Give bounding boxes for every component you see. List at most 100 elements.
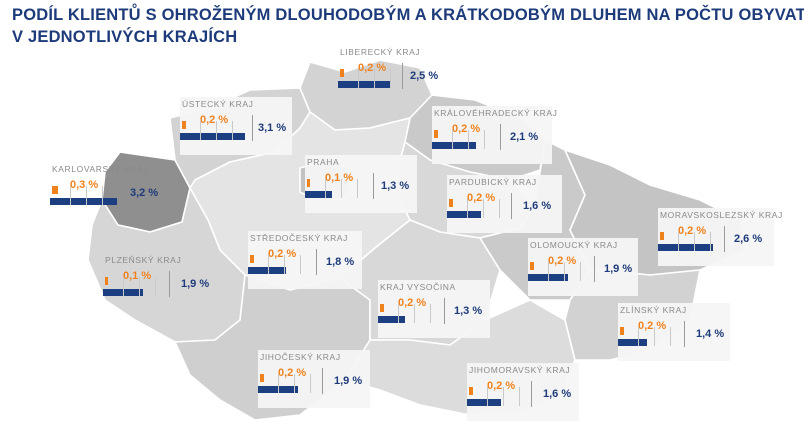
region-name: STŘEDOČESKÝ KRAJ xyxy=(250,233,348,243)
short-term-bar xyxy=(250,255,254,263)
axis-tick xyxy=(483,199,484,218)
short-term-value: 0,2 % xyxy=(678,225,707,237)
value-separator xyxy=(444,298,445,324)
long-term-bar xyxy=(447,211,481,218)
axis-tick xyxy=(398,304,399,323)
value-separator xyxy=(402,63,403,89)
axis-tick xyxy=(390,69,391,88)
axis-tick xyxy=(123,277,124,296)
short-term-bar xyxy=(52,186,58,194)
axis-tick xyxy=(341,179,342,198)
axis-tick xyxy=(232,121,233,140)
short-term-bar xyxy=(530,262,534,270)
long-term-bar xyxy=(248,267,286,274)
axis-tick xyxy=(268,255,269,274)
region-name: PRAHA xyxy=(307,157,340,167)
short-term-bar xyxy=(660,232,664,240)
axis-tick xyxy=(200,121,201,140)
axis-tick xyxy=(694,232,695,251)
long-term-bar xyxy=(658,244,713,251)
value-separator xyxy=(373,173,374,199)
region-name: OLOMOUCKÝ KRAJ xyxy=(530,240,618,250)
axis-tick xyxy=(548,262,549,281)
region-kralovehradecky: KRÁLOVÉHRADECKÝ KRAJ 0,2 % 2,1 % xyxy=(432,106,557,164)
value-separator xyxy=(684,321,685,347)
axis-tick xyxy=(358,69,359,88)
short-term-bar xyxy=(340,69,344,77)
long-term-bar xyxy=(305,191,332,198)
axis-tick xyxy=(467,199,468,218)
short-term-value: 0,2 % xyxy=(268,248,297,260)
region-name: KARLOVARSKÝ KRAJ xyxy=(52,164,149,174)
axis-tick xyxy=(487,387,488,406)
region-moravskoslezsky: MORAVSKOSLEZSKÝ KRAJ 0,2 % 2,6 % xyxy=(658,208,782,266)
short-term-bar xyxy=(260,374,264,382)
region-karlovarsky: KARLOVARSKÝ KRAJ 0,3 % 3,2 % xyxy=(50,162,165,220)
long-term-value: 1,6 % xyxy=(543,388,572,400)
region-jihomoravsky: JIHOMORAVSKÝ KRAJ 0,2 % 1,6 % xyxy=(467,363,579,421)
axis-tick xyxy=(86,186,87,205)
value-separator xyxy=(500,124,501,150)
axis-tick xyxy=(278,374,279,393)
long-term-value: 2,1 % xyxy=(510,131,539,143)
axis-tick xyxy=(300,255,301,274)
axis-tick xyxy=(468,130,469,149)
value-separator xyxy=(316,249,317,275)
long-term-value: 2,6 % xyxy=(734,233,763,245)
long-term-value: 1,9 % xyxy=(334,375,363,387)
title-line-2: V JEDNOTLIVÝCH KRAJÍCH xyxy=(12,28,238,46)
region-praha: PRAHA 0,1 % 1,3 % xyxy=(305,155,417,213)
long-term-bar xyxy=(338,81,391,88)
region-plzensky: PLZEŇSKÝ KRAJ 0,1 % 1,9 % xyxy=(103,253,218,311)
axis-tick xyxy=(70,186,71,205)
short-term-value: 0,2 % xyxy=(278,367,307,379)
region-name: PLZEŇSKÝ KRAJ xyxy=(105,255,182,265)
long-term-value: 3,1 % xyxy=(258,122,287,134)
title-line-1: PODÍL KLIENTŮ S OHROŽENÝM DLOUHODOBÝM A … xyxy=(12,6,804,24)
long-term-value: 2,5 % xyxy=(410,70,439,82)
axis-tick xyxy=(484,130,485,149)
region-name: KRÁLOVÉHRADECKÝ KRAJ xyxy=(434,108,558,118)
axis-tick xyxy=(284,255,285,274)
axis-tick xyxy=(310,374,311,393)
value-separator xyxy=(594,256,595,282)
region-name: ÚSTECKÝ KRAJ xyxy=(182,99,254,109)
long-term-value: 1,6 % xyxy=(523,200,552,212)
axis-tick xyxy=(638,327,639,346)
long-term-value: 1,3 % xyxy=(454,305,483,317)
long-term-bar xyxy=(467,399,501,406)
axis-tick xyxy=(325,179,326,198)
region-vysocina: KRAJ VYSOČINA 0,2 % 1,3 % xyxy=(378,280,490,338)
short-term-bar xyxy=(620,327,624,335)
short-term-bar xyxy=(380,304,384,312)
axis-tick xyxy=(654,327,655,346)
region-liberecky: LIBERECKÝ KRAJ 0,2 % 2,5 % xyxy=(338,45,448,103)
long-term-bar xyxy=(432,142,476,149)
value-separator xyxy=(511,193,512,219)
region-stredocesky: STŘEDOČESKÝ KRAJ 0,2 % 1,8 % xyxy=(248,231,362,289)
axis-tick xyxy=(294,374,295,393)
short-term-value: 0,2 % xyxy=(548,255,577,267)
short-term-bar xyxy=(434,130,438,138)
short-term-bar xyxy=(182,121,186,129)
axis-tick xyxy=(710,232,711,251)
axis-tick xyxy=(357,179,358,198)
short-term-value: 0,2 % xyxy=(638,320,667,332)
short-term-value: 0,2 % xyxy=(200,114,229,126)
short-term-bar xyxy=(105,277,108,285)
region-name: JIHOČESKÝ KRAJ xyxy=(260,352,341,362)
region-name: KRAJ VYSOČINA xyxy=(380,282,456,292)
long-term-value: 1,9 % xyxy=(181,278,210,290)
short-term-value: 0,3 % xyxy=(70,179,99,191)
region-jihocesky: JIHOČESKÝ KRAJ 0,2 % 1,9 % xyxy=(258,350,370,408)
short-term-bar xyxy=(469,387,473,395)
value-separator xyxy=(531,381,532,407)
region-zlinsky: ZLÍNSKÝ KRAJ 0,2 % 1,4 % xyxy=(618,303,730,361)
axis-tick xyxy=(580,262,581,281)
axis-tick xyxy=(678,232,679,251)
axis-tick xyxy=(430,304,431,323)
short-term-value: 0,1 % xyxy=(325,172,354,184)
short-term-value: 0,2 % xyxy=(467,192,496,204)
axis-tick xyxy=(670,327,671,346)
long-term-value: 1,4 % xyxy=(696,328,725,340)
